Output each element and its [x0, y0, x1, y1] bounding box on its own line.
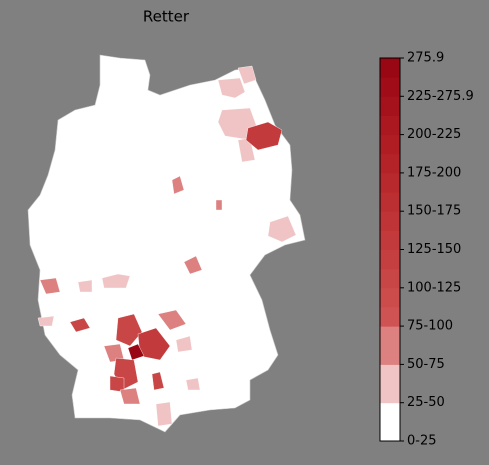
- region: [115, 313, 143, 347]
- region: [237, 65, 257, 85]
- country-outline: [27, 54, 306, 433]
- regions: [37, 65, 297, 427]
- region: [245, 121, 283, 151]
- colorbar-segment: [380, 211, 400, 231]
- colorbar-segment: [380, 58, 400, 78]
- colorbar-segment: [380, 192, 400, 212]
- colorbar-tick-label: 150-175: [407, 204, 461, 219]
- region: [127, 343, 145, 361]
- region: [175, 335, 193, 353]
- colorbar-tick-label: 200-225: [407, 127, 461, 142]
- region: [217, 77, 246, 99]
- colorbar-tick-label: 50-75: [407, 357, 445, 372]
- colorbar-segment: [380, 172, 400, 193]
- region: [39, 277, 61, 295]
- colorbar-tick-label: 275.9: [407, 51, 444, 66]
- region: [101, 273, 131, 289]
- colorbar-segment: [380, 77, 400, 97]
- colorbar-segment: [380, 249, 400, 270]
- colorbar-tick-label: 225-275.9: [407, 89, 474, 104]
- colorbar-tick-label: 0-25: [407, 434, 437, 449]
- colorbar-tick-label: 25-50: [407, 395, 445, 410]
- colorbar-segment: [380, 306, 400, 327]
- colorbar-segment: [380, 96, 400, 116]
- region: [77, 279, 93, 293]
- colorbar-segment: [380, 287, 400, 308]
- region: [183, 255, 203, 275]
- region: [215, 199, 223, 211]
- colorbar-segment: [380, 230, 400, 250]
- colorbar-segment: [380, 153, 400, 174]
- region: [69, 317, 91, 333]
- region: [119, 387, 141, 405]
- region: [185, 377, 201, 391]
- region: [37, 315, 55, 327]
- colorbar: 0-25 25-50 50-75 75-100 100-125 125-150 150-17…: [379, 51, 474, 449]
- colorbar-segment: [380, 402, 400, 442]
- colorbar-segment: [380, 326, 400, 365]
- colorbar-tick-label: 100-125: [407, 280, 461, 295]
- region: [157, 309, 187, 331]
- region: [155, 401, 173, 427]
- colorbar-segment: [380, 115, 400, 136]
- colorbar-tick-label: 75-100: [407, 319, 453, 334]
- colorbar-segment: [380, 268, 400, 289]
- colorbar-tick-label: 125-150: [407, 242, 461, 257]
- region: [151, 371, 165, 391]
- colorbar-tick-label: 175-200: [407, 165, 461, 180]
- map-title: Retter: [143, 8, 190, 26]
- region: [267, 215, 297, 243]
- region: [171, 175, 185, 195]
- germany-map: [27, 54, 306, 433]
- colorbar-segment: [380, 134, 400, 155]
- colorbar-segment: [380, 364, 400, 404]
